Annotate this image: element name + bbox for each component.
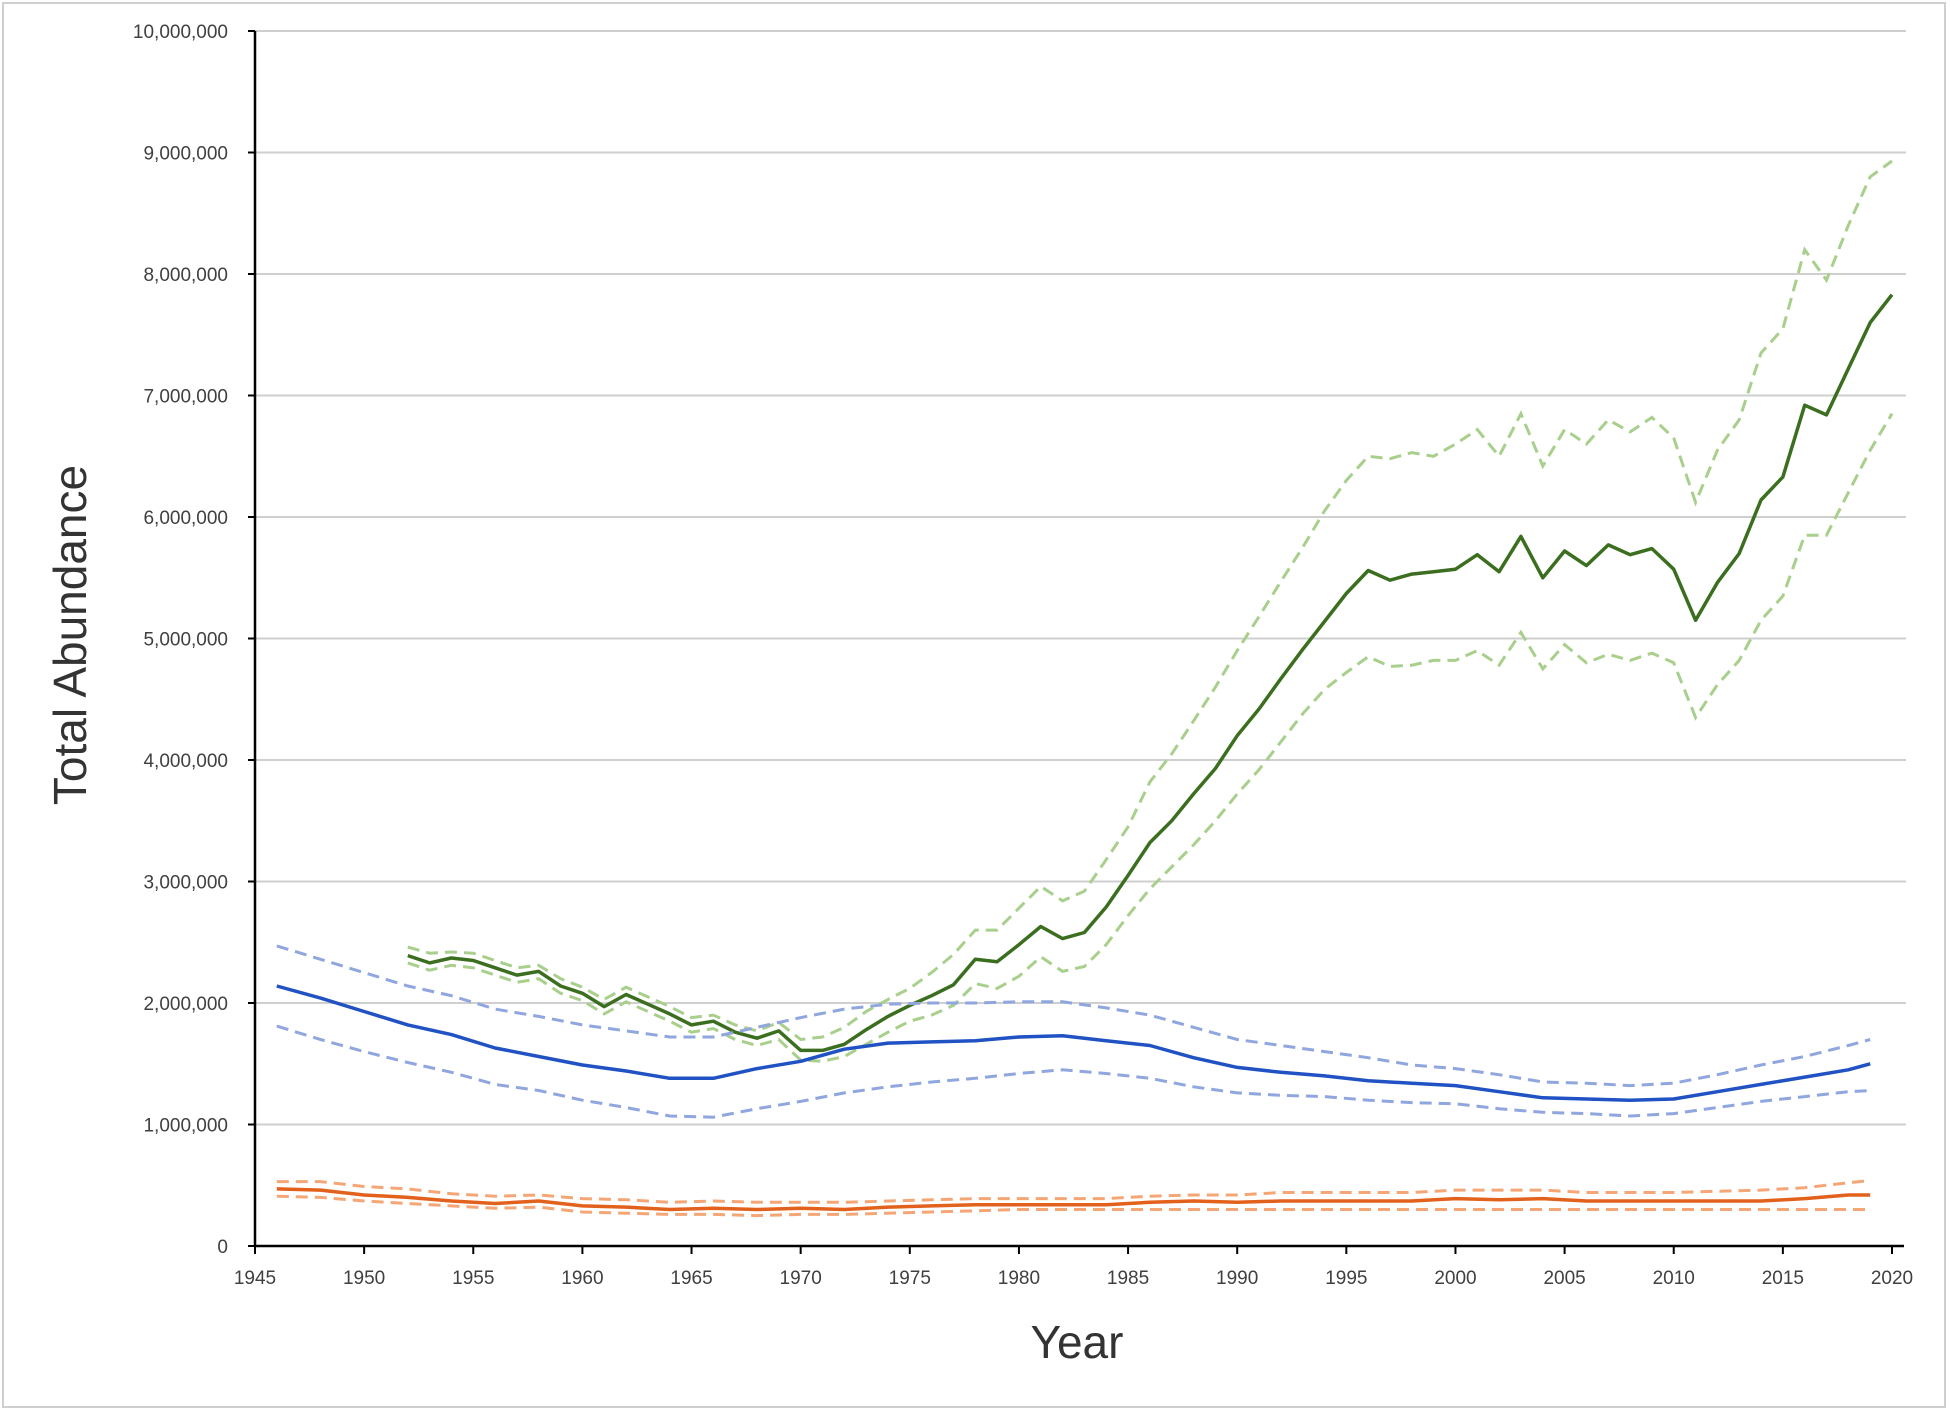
x-tick-label: 1965 (670, 1268, 712, 1289)
x-axis-title: Year (1031, 1316, 1124, 1368)
y-tick-label: 1,000,000 (143, 1116, 228, 1137)
green-series-line (407, 293, 1894, 1053)
y-tick-label: 7,000,000 (143, 387, 228, 408)
y-tick-label: 8,000,000 (143, 265, 228, 286)
x-tick-label: 1950 (343, 1268, 385, 1289)
green-upper-bound-line (407, 159, 1893, 1042)
x-tick-label: 2010 (1653, 1268, 1695, 1289)
x-tick-label: 2020 (1871, 1268, 1913, 1289)
blue-lower-bound-line (276, 1024, 1871, 1119)
blue-series-line (276, 984, 1871, 1102)
green-lower-bound-line (407, 412, 1894, 1063)
series-group (276, 159, 1894, 1218)
y-tick-label: 0 (217, 1237, 228, 1258)
y-tick-label: 5,000,000 (143, 630, 228, 651)
y-tick-label: 3,000,000 (143, 873, 228, 894)
x-tick-label: 1980 (998, 1268, 1040, 1289)
x-tick-label: 1990 (1216, 1268, 1258, 1289)
x-tick-label: 1995 (1325, 1268, 1367, 1289)
x-tick-label: 1960 (561, 1268, 603, 1289)
x-tick-label: 1975 (889, 1268, 931, 1289)
y-tick-label: 2,000,000 (143, 994, 228, 1015)
y-tick-label: 4,000,000 (143, 751, 228, 772)
orange-upper-bound-line (276, 1178, 1871, 1204)
x-tick-label: 2015 (1762, 1268, 1804, 1289)
orange-series-line (276, 1187, 1871, 1212)
blue-upper-bound-line (276, 944, 1871, 1088)
axes: 0 1,000,000 2,000,000 3,000,000 4,000,000 5,0… (133, 22, 1913, 1289)
y-tick-label: 6,000,000 (143, 508, 228, 529)
x-tick-label: 1945 (234, 1268, 276, 1289)
y-tick-label: 10,000,000 (133, 22, 228, 43)
y-tick-label: 9,000,000 (143, 144, 228, 165)
x-tick-label: 1970 (780, 1268, 822, 1289)
x-tick-label: 1985 (1107, 1268, 1149, 1289)
gridlines (255, 30, 1906, 1126)
y-axis-title: Total Abundance (44, 465, 96, 805)
x-tick-label: 2000 (1434, 1268, 1476, 1289)
orange-lower-bound-line (276, 1194, 1871, 1218)
x-tick-label: 2005 (1543, 1268, 1585, 1289)
x-tick-label: 1955 (452, 1268, 494, 1289)
